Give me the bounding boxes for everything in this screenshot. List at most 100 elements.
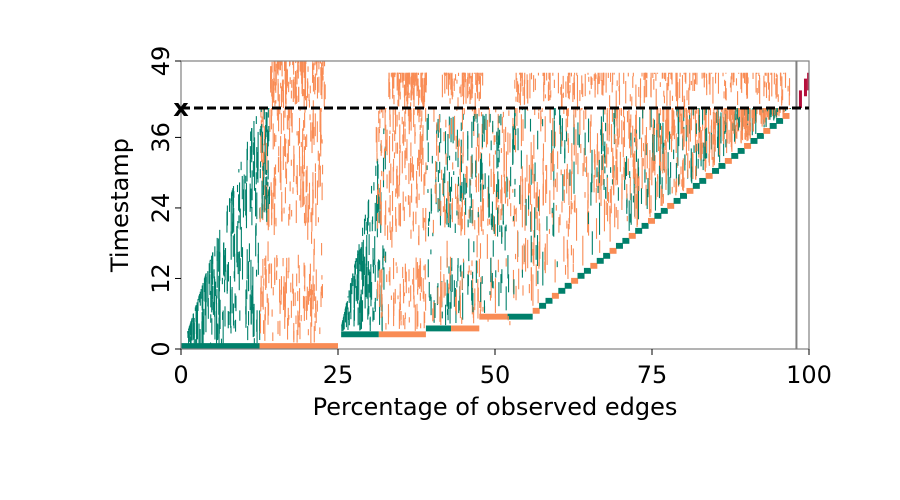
data-mark-895 bbox=[367, 261, 369, 276]
data-mark-1519 bbox=[443, 195, 446, 212]
data-mark-101 bbox=[232, 186, 235, 207]
data-mark-452 bbox=[288, 257, 290, 273]
data-mark-1546 bbox=[488, 219, 491, 225]
data-mark-1930 bbox=[577, 153, 579, 175]
data-mark-890 bbox=[341, 324, 343, 328]
data-mark-41 bbox=[744, 142, 752, 149]
data-mark-761 bbox=[260, 108, 262, 113]
data-mark-1721 bbox=[483, 300, 485, 311]
data-mark-26 bbox=[647, 217, 655, 224]
data-mark-2178 bbox=[535, 264, 537, 287]
data-mark-40 bbox=[737, 147, 745, 154]
data-mark-1391 bbox=[500, 189, 502, 204]
data-mark-1114 bbox=[409, 157, 412, 181]
data-mark-403 bbox=[314, 172, 316, 199]
data-mark-1568 bbox=[454, 296, 457, 311]
data-mark-2794 bbox=[773, 72, 775, 85]
data-mark-374 bbox=[303, 146, 305, 170]
data-mark-1445 bbox=[440, 271, 442, 297]
data-mark-493 bbox=[269, 263, 271, 274]
data-mark-1256 bbox=[457, 258, 459, 268]
data-mark-2801 bbox=[591, 77, 593, 85]
data-mark-132 bbox=[212, 285, 214, 310]
data-mark-573 bbox=[283, 207, 285, 214]
data-mark-1115 bbox=[417, 311, 419, 327]
data-mark-1231 bbox=[397, 72, 399, 76]
data-mark-1105 bbox=[423, 174, 425, 195]
data-mark-322 bbox=[289, 203, 291, 220]
data-mark-686 bbox=[304, 80, 307, 101]
data-mark-320 bbox=[318, 153, 320, 170]
data-mark-2496 bbox=[614, 108, 616, 119]
data-mark-443 bbox=[320, 136, 322, 157]
data-mark-925 bbox=[416, 170, 418, 190]
data-mark-2547 bbox=[587, 212, 589, 225]
data-mark-1497 bbox=[492, 215, 494, 232]
data-mark-2027 bbox=[629, 171, 631, 178]
data-mark-2223 bbox=[552, 118, 554, 147]
data-mark-1515 bbox=[476, 137, 478, 147]
data-mark-2375 bbox=[562, 174, 564, 201]
data-mark-2656 bbox=[646, 72, 648, 79]
data-mark-1771 bbox=[677, 137, 679, 166]
data-mark-1192 bbox=[410, 102, 412, 107]
data-mark-2111 bbox=[610, 124, 613, 152]
data-mark-1345 bbox=[440, 128, 442, 144]
data-mark-2219 bbox=[647, 178, 649, 198]
data-mark-1301 bbox=[428, 218, 430, 226]
data-mark-114 bbox=[230, 198, 232, 237]
data-mark-882 bbox=[366, 234, 368, 266]
data-mark-1255 bbox=[399, 72, 401, 75]
data-mark-1998 bbox=[710, 125, 712, 150]
data-mark-884 bbox=[343, 316, 345, 329]
data-mark-711 bbox=[312, 74, 315, 92]
data-mark-541 bbox=[287, 139, 289, 163]
data-mark-1170 bbox=[423, 77, 425, 86]
data-mark-2428 bbox=[660, 161, 662, 171]
data-mark-2240 bbox=[605, 201, 607, 215]
data-mark-450 bbox=[260, 275, 262, 295]
data-mark-1246 bbox=[425, 74, 427, 93]
data-mark-2048 bbox=[767, 108, 769, 115]
data-mark-2382 bbox=[559, 108, 561, 125]
data-mark-1766 bbox=[693, 145, 695, 154]
data-mark-2830 bbox=[703, 72, 705, 78]
data-mark-2524 bbox=[538, 108, 540, 112]
data-mark-23 bbox=[628, 232, 636, 239]
data-mark-2490 bbox=[630, 146, 632, 158]
data-mark-1527 bbox=[490, 270, 492, 298]
data-mark-1839 bbox=[691, 152, 693, 173]
data-mark-2477 bbox=[764, 108, 766, 123]
data-mark-1205 bbox=[412, 91, 414, 100]
data-mark-2602 bbox=[530, 72, 533, 80]
data-mark-1510 bbox=[456, 196, 458, 210]
data-mark-130 bbox=[254, 137, 256, 171]
data-mark-1155 bbox=[413, 88, 415, 107]
data-mark-1653 bbox=[482, 184, 484, 190]
data-mark-2633 bbox=[625, 81, 627, 104]
data-mark-242 bbox=[246, 141, 248, 161]
data-mark-2728 bbox=[645, 72, 647, 78]
data-mark-305 bbox=[284, 138, 287, 158]
data-mark-1457 bbox=[448, 203, 450, 216]
data-mark-393 bbox=[279, 300, 281, 314]
data-mark-2692 bbox=[524, 72, 526, 85]
data-mark-2377 bbox=[768, 108, 770, 120]
data-mark-2313 bbox=[552, 148, 554, 172]
data-mark-683 bbox=[292, 79, 294, 102]
data-mark-951 bbox=[396, 114, 398, 127]
data-mark-1098 bbox=[393, 306, 395, 327]
data-mark-2456 bbox=[701, 130, 703, 159]
data-mark-920 bbox=[377, 183, 379, 195]
data-mark-1651 bbox=[499, 225, 501, 232]
data-mark-2289 bbox=[632, 195, 634, 203]
data-mark-1312 bbox=[459, 183, 461, 202]
data-mark-1283 bbox=[426, 165, 428, 171]
data-mark-1506 bbox=[488, 108, 490, 127]
data-mark-1557 bbox=[442, 206, 444, 213]
data-mark-2099 bbox=[672, 108, 674, 122]
data-mark-971 bbox=[389, 195, 391, 216]
data-mark-2015 bbox=[561, 201, 563, 213]
data-mark-2243 bbox=[630, 132, 632, 156]
data-mark-1563 bbox=[476, 260, 478, 274]
